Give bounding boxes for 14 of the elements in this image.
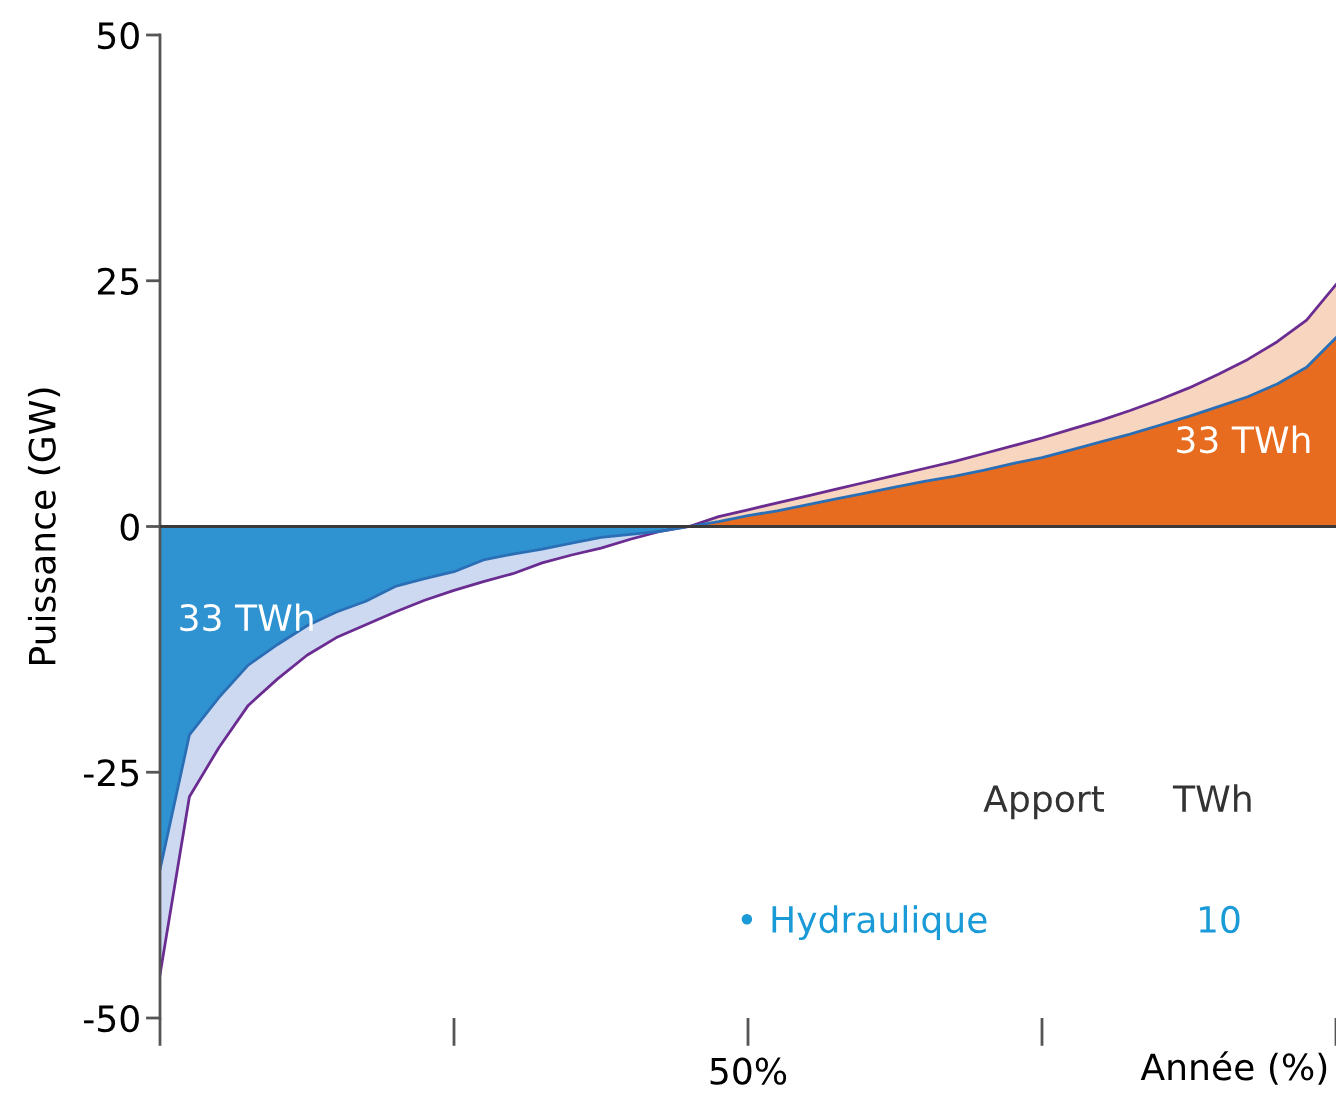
- y-tick-label: -50: [84, 1004, 139, 1033]
- y-tick-label: 25: [97, 267, 139, 295]
- y-tick-label: 0: [120, 513, 139, 541]
- y-axis-title: Puissance (GW): [27, 388, 61, 665]
- annotation: TWh: [1172, 784, 1251, 812]
- annotation: 10: [1199, 905, 1240, 934]
- annotation: Apport: [983, 785, 1104, 820]
- annotation: • Hydraulique: [741, 905, 987, 941]
- annotation: 33 TWh: [1177, 425, 1310, 454]
- y-tick-label: -25: [84, 759, 139, 787]
- x-axis-title: Année (%): [1140, 1051, 1327, 1085]
- y-tick-label: 50: [98, 21, 139, 50]
- annotation: 33 TWh: [180, 603, 313, 632]
- x-tick-label: 50%: [710, 1057, 787, 1085]
